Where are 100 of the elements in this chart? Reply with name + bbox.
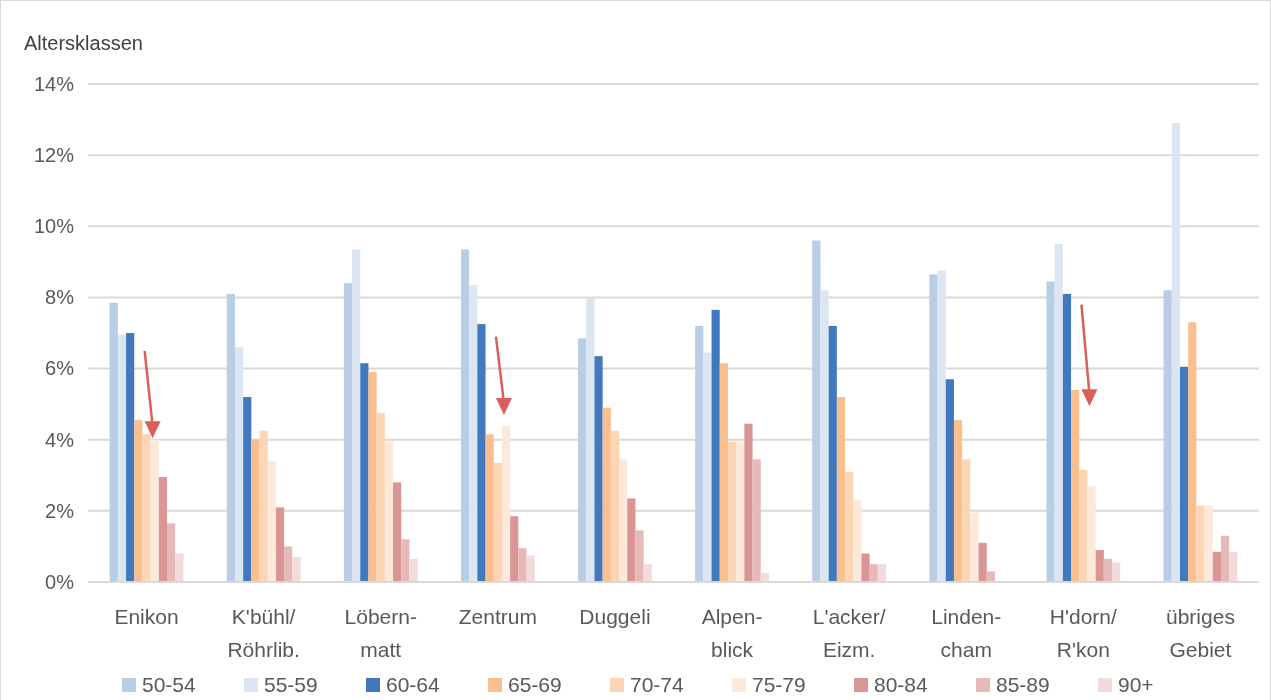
bar xyxy=(695,325,704,582)
bar xyxy=(820,290,829,582)
bar xyxy=(602,407,611,582)
x-tick-label: L'acker/Eizm. xyxy=(812,605,886,661)
bar xyxy=(1204,505,1213,582)
legend-label: 60-64 xyxy=(386,673,441,696)
bar xyxy=(861,553,870,582)
bar xyxy=(1212,551,1221,582)
bar xyxy=(627,498,636,582)
bar xyxy=(594,356,603,582)
x-tick-label: K'bühl/Röhrlib. xyxy=(227,605,300,661)
bar xyxy=(1071,389,1080,582)
y-axis-title: Altersklassen xyxy=(24,32,143,54)
y-tick-label: 0% xyxy=(45,570,75,593)
bar xyxy=(703,352,712,582)
bar xyxy=(393,482,402,582)
x-tick-label: übriges Gebiet xyxy=(1166,605,1235,661)
bar xyxy=(845,471,854,582)
bar xyxy=(1087,485,1096,582)
bar xyxy=(158,477,168,582)
bar xyxy=(1171,123,1180,582)
bar xyxy=(234,347,244,582)
bar xyxy=(126,333,135,582)
bar xyxy=(970,512,979,582)
bar xyxy=(736,441,745,582)
bar xyxy=(836,397,846,582)
bar xyxy=(477,324,486,582)
bar xyxy=(719,363,728,582)
x-tick-label: Linden-cham xyxy=(931,605,1002,661)
legend-label: 65-69 xyxy=(508,673,562,696)
legend-label: 55-59 xyxy=(264,673,318,696)
legend-label: 70-74 xyxy=(630,673,685,696)
bar xyxy=(953,420,963,582)
bar xyxy=(853,500,862,582)
bar xyxy=(1112,562,1121,582)
bar xyxy=(360,363,369,582)
bar xyxy=(518,548,527,582)
bar xyxy=(243,397,252,582)
y-tick-label: 6% xyxy=(45,357,75,380)
bar xyxy=(226,293,235,582)
bar xyxy=(635,530,644,582)
bar xyxy=(284,546,293,582)
bar xyxy=(409,558,418,582)
bar xyxy=(1103,558,1113,582)
bar xyxy=(1046,281,1055,582)
legend-label: 90+ xyxy=(1118,673,1154,696)
bar xyxy=(812,240,821,582)
bar xyxy=(877,564,887,582)
bar xyxy=(586,297,595,582)
legend-label: 75-79 xyxy=(752,673,806,696)
bar xyxy=(1095,549,1104,582)
legend-label: 80-84 xyxy=(874,673,929,696)
bar xyxy=(275,507,285,582)
bar xyxy=(578,338,587,582)
y-tick-label: 10% xyxy=(33,215,75,238)
y-tick-label: 14% xyxy=(33,72,75,95)
bar xyxy=(493,462,502,582)
bar xyxy=(1220,535,1230,582)
x-tick-label: Zentrum xyxy=(458,605,537,628)
bar xyxy=(1163,290,1172,582)
bar xyxy=(167,523,176,582)
x-tick-label: Löbern-matt xyxy=(344,605,417,661)
legend-label: 85-89 xyxy=(996,673,1050,696)
bar xyxy=(1062,293,1072,582)
bar xyxy=(945,379,954,582)
bar xyxy=(1079,469,1088,582)
bar xyxy=(109,302,118,582)
bar xyxy=(1229,551,1238,582)
bar xyxy=(1179,366,1189,582)
bar xyxy=(368,372,377,582)
y-tick-label: 4% xyxy=(45,428,75,451)
bar xyxy=(376,413,385,582)
y-tick-label: 12% xyxy=(33,144,75,167)
bar xyxy=(401,539,410,582)
bar xyxy=(1196,505,1205,582)
x-tick-label: Enikon xyxy=(114,605,179,628)
bar xyxy=(117,334,127,582)
bar xyxy=(510,516,519,582)
bar xyxy=(259,430,268,582)
bar xyxy=(175,553,184,582)
bar xyxy=(384,441,394,582)
x-tick-label: Duggeli xyxy=(579,605,651,628)
bar xyxy=(869,564,878,582)
bar xyxy=(292,557,301,582)
bar xyxy=(1188,322,1197,582)
bar xyxy=(485,434,494,582)
bar xyxy=(643,564,652,582)
y-tick-label: 8% xyxy=(45,286,75,309)
bar xyxy=(744,423,753,582)
bar xyxy=(727,441,737,582)
bar xyxy=(460,249,470,582)
bar xyxy=(978,542,987,582)
bar xyxy=(986,571,995,582)
y-tick-label: 2% xyxy=(45,499,75,522)
bar xyxy=(343,283,353,582)
bar xyxy=(619,459,628,582)
bar xyxy=(962,459,971,582)
bar xyxy=(929,274,938,582)
bar xyxy=(352,249,361,582)
bar xyxy=(752,459,761,582)
